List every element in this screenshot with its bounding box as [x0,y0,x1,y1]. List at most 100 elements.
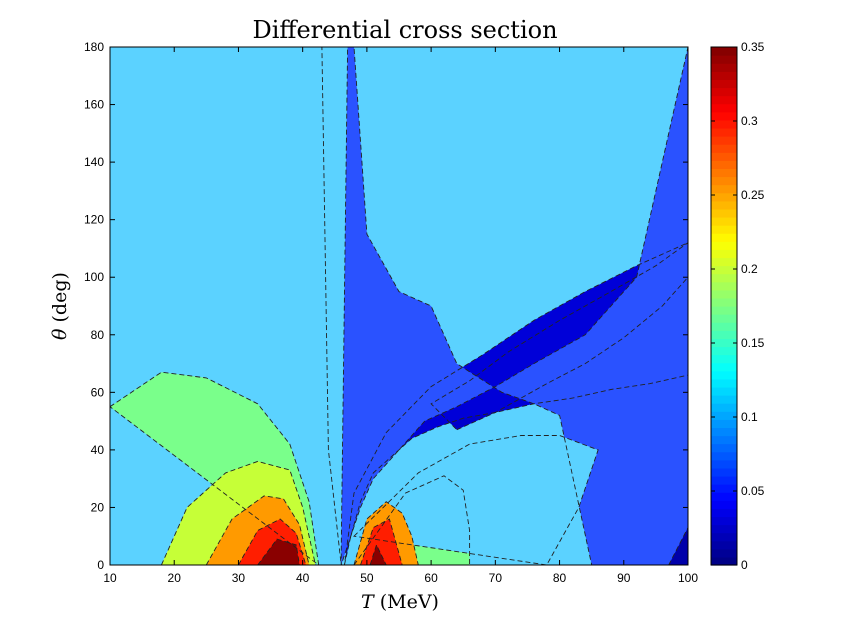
y-tick-label: 120 [84,213,104,227]
colorbar-swatch [711,370,737,380]
contour-line-11 [360,518,403,565]
colorbar-swatch [711,127,737,137]
colorbar-swatch [711,378,737,388]
colorbar-swatch [711,265,737,275]
y-tick-label: 40 [91,443,105,457]
x-tick-label: 70 [489,571,503,585]
colorbar: 0 0.05 0.1 0.15 0.2 0.25 0.3 0.35 [710,40,765,572]
colorbar-swatch [711,144,737,153]
colorbar-swatch [711,411,737,420]
colorbar-swatch [711,273,737,283]
x-tick-label: 20 [168,571,182,585]
contour-line-13 [369,543,387,565]
colorbar-tick-label: 0.1 [741,410,758,424]
y-axis-label: θ (deg) [49,272,71,340]
colorbar-swatch [711,532,737,542]
x-tick-label: 10 [103,571,117,585]
contour-line-5 [353,475,471,565]
contour-regions [110,47,688,565]
colorbar-swatch [711,233,737,242]
colorbar-swatch [711,435,737,445]
colorbar-swatch [711,208,737,218]
colorbar-swatch [711,451,737,461]
y-axis-label-unit: (deg) [49,272,71,322]
colorbar-swatch [711,459,737,469]
colorbar-tick-label: 0.3 [741,114,758,128]
colorbar-swatch [711,395,737,404]
colorbar-swatch [711,47,737,56]
colorbar-swatch [711,362,737,372]
contour-line-0 [430,242,688,431]
colorbar-swatch [711,330,737,339]
x-tick-label: 60 [424,571,438,585]
colorbar-tick-label: 0.2 [741,262,758,276]
colorbar-swatch [711,403,737,412]
colorbar-swatch [711,386,737,396]
chart-title: Differential cross section [252,16,557,44]
colorbar-swatch [711,492,737,501]
colorbar-swatch [711,346,737,356]
x-tick-label: 50 [360,571,374,585]
colorbar-swatch [711,63,737,72]
colorbar-swatch [711,160,737,169]
contour-region-11 [360,519,403,565]
colorbar-swatch [711,168,737,178]
y-tick-label: 0 [97,558,104,572]
y-axis-label-symbol: θ [49,328,71,340]
colorbar-swatch [711,241,737,250]
y-tick-label: 180 [84,40,104,54]
colorbar-swatch [711,306,737,315]
colorbar-swatch [711,281,737,291]
colorbar-swatch [711,427,737,437]
contour-line-4 [110,371,320,565]
x-axis: 10 20 30 40 50 60 70 80 90 100 [103,47,698,585]
x-tick-label: 40 [296,571,310,585]
contour-region-13 [370,544,387,565]
y-axis: 0 20 40 60 80 100 120 140 160 180 [84,40,688,572]
y-tick-label: 80 [91,328,105,342]
colorbar-swatch [711,484,737,493]
contour-line-2 [340,47,688,565]
colorbar-tick-label: 0.35 [741,40,765,54]
colorbar-swatch [711,216,737,226]
x-tick-label: 100 [678,571,698,585]
y-tick-label: 60 [91,385,105,399]
colorbar-swatch [711,322,737,331]
colorbar-swatch [711,249,737,259]
colorbar-swatch [711,79,737,89]
colorbar-swatch [711,548,737,558]
colorbar-swatch [711,419,737,428]
x-tick-label: 80 [553,571,567,585]
colorbar-swatch [711,540,737,550]
colorbar-swatch [711,184,737,194]
colorbar-tick-label: 0.25 [741,188,765,202]
colorbar-swatch [711,103,737,113]
contour-line-12 [257,538,300,565]
colorbar-swatch [711,314,737,323]
x-axis-label: T (MeV) [361,591,439,613]
colorbar-tick-label: 0 [741,558,748,572]
colorbar-swatch [711,524,737,534]
colorbar-swatch [711,152,737,161]
colorbar-swatch [711,95,737,105]
colorbar-swatch [711,289,737,299]
contour-line-6 [353,435,599,565]
y-tick-label: 20 [91,500,105,514]
colorbar-tick-label: 0.05 [741,484,765,498]
colorbar-swatch [711,136,737,145]
colorbar-swatch [711,508,737,518]
colorbar-swatch [711,443,737,453]
colorbar-swatch [711,71,737,80]
contour-line-3 [110,47,342,565]
contour-line-8 [205,495,310,565]
colorbar-swatch [711,297,737,307]
colorbar-swatch [711,500,737,509]
colorbar-swatch [711,225,737,234]
colorbar-swatch [711,516,737,526]
x-axis-label-symbol: T [361,591,375,613]
colorbar-swatch [711,87,737,97]
colorbar-swatch [711,111,737,121]
colorbar-swatch [711,55,737,64]
colorbar-tick-label: 0.15 [741,336,765,350]
